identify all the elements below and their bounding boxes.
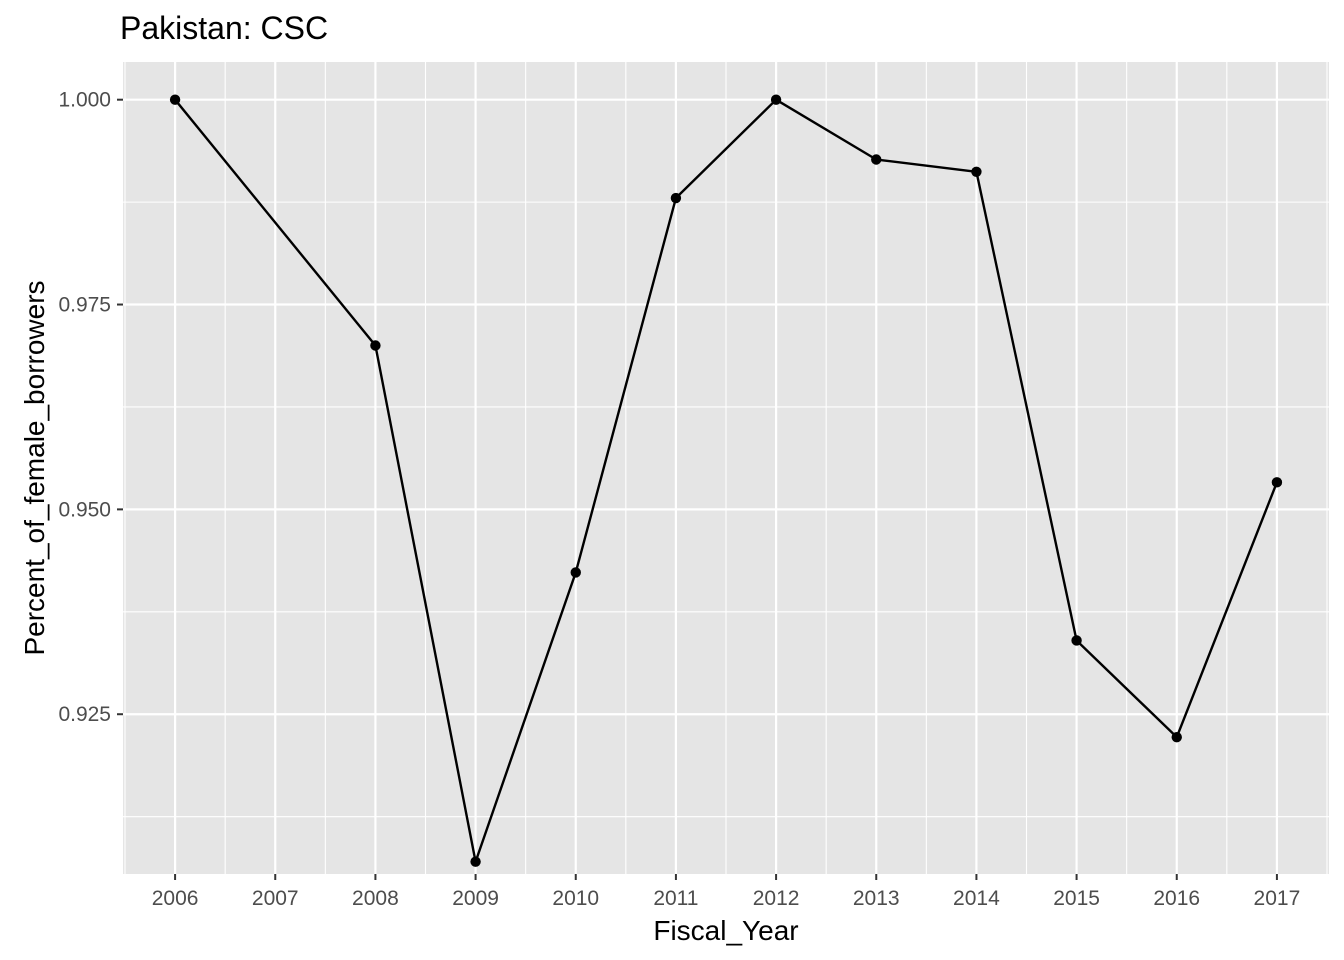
x-tick-label: 2009 (452, 887, 499, 910)
major-gridlines (123, 62, 1329, 874)
data-point (570, 567, 581, 578)
data-point (971, 166, 982, 177)
x-tick-label: 2013 (853, 887, 900, 910)
y-axis: 0.925 0.950 0.975 1.000 (58, 89, 123, 726)
data-point (1171, 731, 1182, 743)
y-axis-title: Percent_of_female_borrowers (19, 280, 50, 655)
data-point (370, 340, 381, 351)
data-point (770, 94, 782, 105)
x-tick-label: 2008 (352, 887, 399, 910)
data-point (470, 856, 481, 867)
data-point (169, 94, 181, 105)
data-point (670, 192, 682, 204)
y-tick-label: 1.000 (58, 89, 111, 112)
x-tick-label: 2017 (1254, 887, 1301, 910)
x-tick-label: 2011 (653, 887, 698, 910)
x-tick-label: 2014 (953, 887, 1000, 910)
data-point (1271, 477, 1283, 488)
x-tick-label: 2012 (753, 887, 800, 910)
y-tick-label: 0.950 (58, 498, 111, 521)
series-layer (169, 94, 1283, 867)
x-tick-label: 2016 (1153, 887, 1200, 910)
x-tick-label: 2006 (152, 887, 199, 910)
x-tick-label: 2007 (252, 887, 299, 910)
x-axis-title: Fiscal_Year (653, 915, 798, 946)
data-point (1071, 635, 1082, 646)
x-axis: 2006 2007 2008 2009 2010 2011 2012 2013 2014 2015… (152, 874, 1301, 910)
minor-gridlines (123, 62, 1329, 874)
x-tick-label: 2015 (1053, 887, 1100, 910)
y-tick-label: 0.975 (58, 294, 111, 317)
x-tick-label: 2010 (552, 887, 599, 910)
chart-title: Pakistan: CSC (120, 10, 328, 46)
data-point (871, 154, 882, 165)
y-tick-label: 0.925 (58, 703, 111, 726)
